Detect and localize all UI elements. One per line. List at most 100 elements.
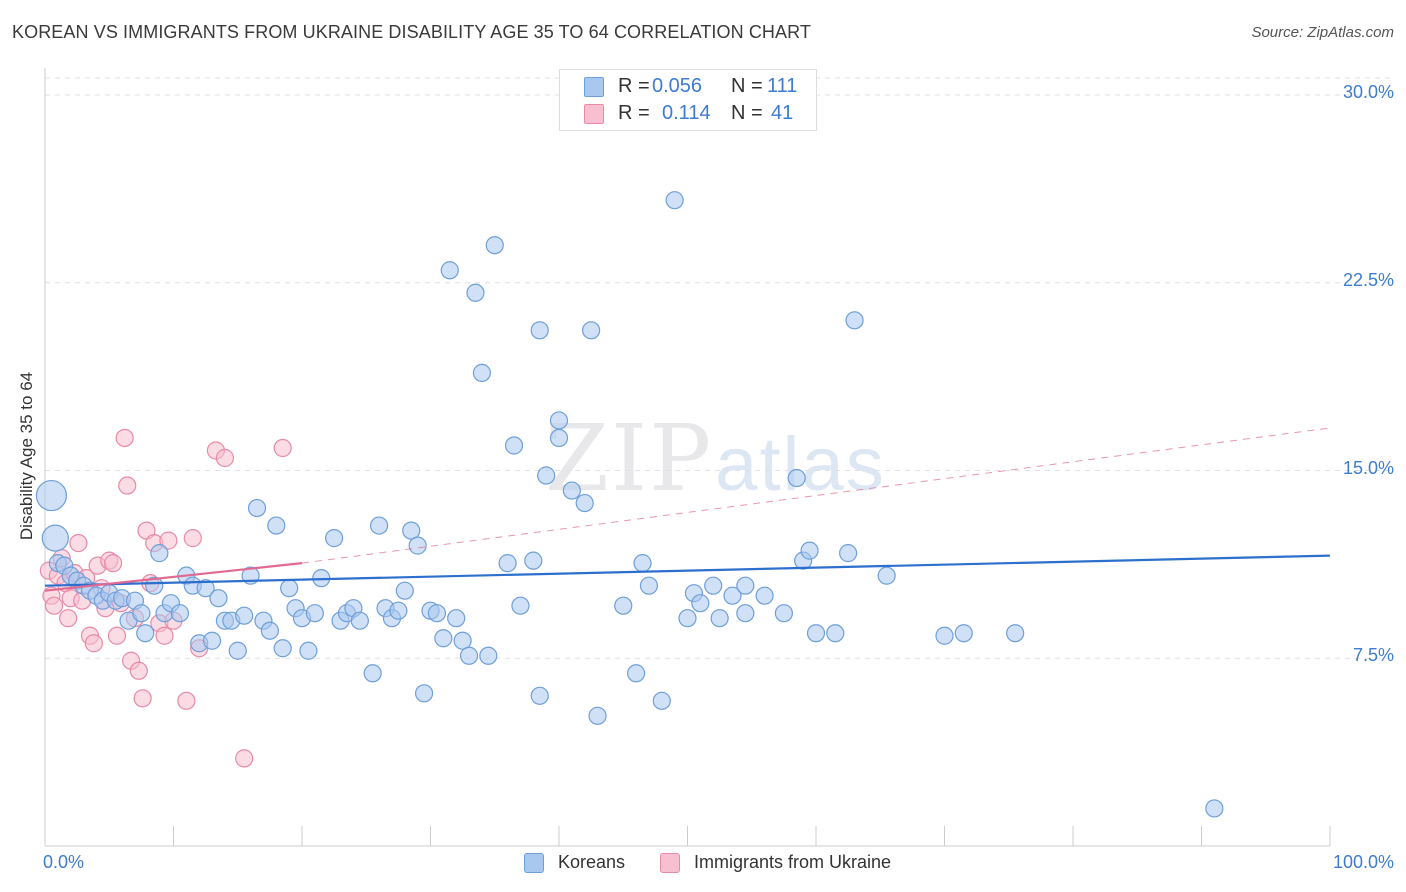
korean-point [652, 691, 671, 710]
y-tick-label: 22.5% [1342, 269, 1394, 290]
korean-point [877, 566, 896, 585]
source-label: Source: ZipAtlas.com [1251, 24, 1394, 41]
korean-point [459, 646, 479, 665]
korean-point [202, 631, 222, 650]
korean-point [305, 604, 324, 623]
korean-point [440, 261, 459, 280]
korean-point [787, 468, 806, 488]
korean-point [395, 581, 414, 600]
bottom-ukraine-label: Immigrants from Ukraine [694, 852, 892, 872]
korean-point [511, 596, 530, 615]
korean-point [839, 544, 858, 563]
korean-point [614, 596, 633, 615]
korean-point [665, 191, 684, 210]
korean-point [806, 624, 826, 643]
korean-point [35, 479, 68, 512]
korean-point [498, 554, 517, 573]
korean-point [755, 586, 774, 605]
korean-point [299, 641, 318, 660]
korean-point [1006, 624, 1025, 643]
koreans-swatch [584, 77, 604, 97]
ukraine-point [133, 689, 152, 708]
korean-point [150, 544, 169, 563]
ukraine-r-value: 0.114 [662, 102, 711, 124]
korean-point [537, 466, 556, 485]
x-tick-label-max: 100.0% [1332, 852, 1394, 872]
chart-title: KOREAN VS IMMIGRANTS FROM UKRAINE DISABI… [12, 22, 812, 42]
y-tick-label: 7.5% [1352, 645, 1394, 666]
korean-point [633, 554, 652, 573]
korean-point [196, 579, 215, 598]
korean-point [485, 236, 504, 255]
ukraine-point [104, 554, 123, 573]
korean-point [774, 604, 793, 623]
korean-point [845, 311, 864, 330]
ukraine-point [183, 529, 202, 548]
korean-point [479, 646, 498, 665]
y-tick-label: 15.0% [1342, 457, 1394, 478]
korean-point [41, 524, 69, 552]
ukraine-point [59, 609, 78, 628]
korean-point [582, 321, 601, 340]
ukraine-point [129, 661, 148, 680]
korean-point [710, 609, 729, 628]
korean-point [466, 283, 485, 302]
korean-point [736, 604, 755, 623]
ukraine-point [118, 476, 137, 495]
korean-point [260, 621, 279, 640]
korean-point [588, 706, 607, 725]
ukraine-point [115, 428, 134, 448]
korean-point [562, 481, 581, 500]
ukraine-n-value: 41 [771, 102, 794, 124]
ukraine-r-label: R = [618, 102, 650, 124]
korean-point [504, 436, 524, 455]
ukraine-point [84, 634, 103, 653]
ukraine-point [215, 448, 234, 468]
korean-point [402, 521, 421, 540]
korean-point [363, 664, 382, 683]
koreans-n-value: 111 [767, 75, 798, 97]
ukraine-point [69, 534, 88, 553]
korean-point [145, 576, 164, 595]
korean-point [132, 604, 151, 623]
korean-point [209, 589, 228, 608]
korean-point [704, 576, 723, 595]
trend-lines [44, 427, 1331, 592]
korean-point [235, 606, 254, 625]
korean-point [524, 551, 543, 570]
stats-legend: R = 0.056 N = 111 R = 0.114 N = 41 [559, 69, 817, 131]
korean-point [639, 576, 659, 595]
korean-point [325, 529, 344, 548]
korean-point [427, 604, 447, 623]
ukraine-swatch [584, 104, 604, 124]
korean-point [350, 611, 369, 630]
ukraine-n-label: N = [731, 102, 763, 124]
korean-point [549, 411, 569, 430]
y-tick-label: 30.0% [1342, 82, 1394, 103]
ukraine-point [155, 626, 174, 645]
korean-point [691, 594, 710, 613]
korean-point [626, 664, 646, 683]
bottom-koreans-label: Koreans [558, 852, 626, 872]
ukraine-point [273, 438, 292, 458]
korean-point [1205, 799, 1224, 818]
korean-point [575, 493, 594, 513]
korean-point [549, 428, 569, 448]
y-axis-label: Disability Age 35 to 64 [17, 371, 36, 541]
axes [44, 68, 1331, 847]
korean-point [247, 498, 267, 518]
ukraine-trend-extension [301, 427, 1331, 564]
korean-point [453, 631, 472, 650]
koreans-r-label: R = [618, 75, 650, 97]
korean-point [736, 576, 755, 595]
korean-point [136, 624, 155, 643]
watermark-atlas: atlas [715, 422, 886, 507]
ukraine-point [107, 626, 127, 645]
korean-point [370, 516, 389, 535]
x-tick-label-min: 0.0% [43, 852, 85, 872]
korean-point [678, 609, 697, 628]
korean-point [408, 536, 427, 555]
korean-point [447, 609, 466, 628]
ukraine-trend-line [44, 562, 303, 592]
